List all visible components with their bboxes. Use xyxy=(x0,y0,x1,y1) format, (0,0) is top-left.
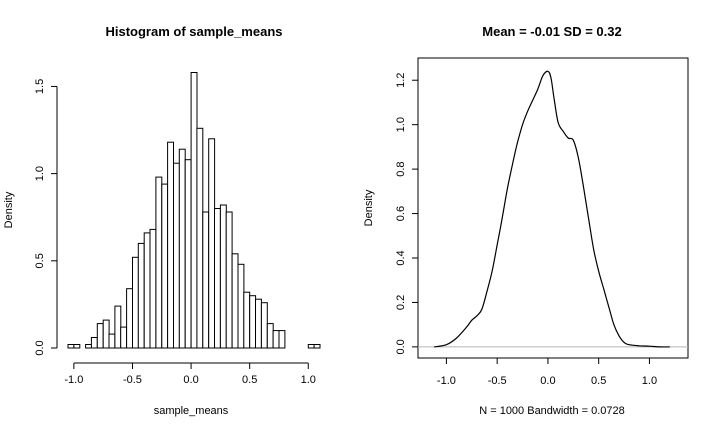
histogram-y-tick-label: 0.5 xyxy=(34,253,46,268)
density-title: Mean = -0.01 SD = 0.32 xyxy=(482,24,621,39)
histogram-y-tick-label: 0.0 xyxy=(34,340,46,355)
density-y-tick-label: 1.2 xyxy=(395,73,407,88)
density-x-tick-label: 1.0 xyxy=(642,375,657,387)
histogram-bar xyxy=(178,148,186,349)
histogram-bar xyxy=(102,319,110,349)
histogram-x-tick-label: 0.5 xyxy=(242,374,257,386)
histogram-bar xyxy=(155,176,163,349)
histogram-bar xyxy=(307,344,315,349)
density-x-tick-label: 0.0 xyxy=(540,375,555,387)
histogram-bar xyxy=(214,208,221,349)
histogram-bar xyxy=(272,330,280,349)
density-y-tick-label: 1.0 xyxy=(395,117,407,132)
density-y-tick-label: 0.4 xyxy=(395,250,407,265)
histogram-bar xyxy=(85,344,92,349)
histogram-y-tick-label: 1.5 xyxy=(34,79,46,94)
histogram-bars xyxy=(67,72,321,349)
histogram-bar xyxy=(260,302,268,349)
density-y-tick-label: 0.6 xyxy=(395,206,407,221)
density-y-tick-label: 0.2 xyxy=(395,295,407,310)
density-y-axis: 0.0 0.2 0.4 0.6 0.8 1.0 1.2 xyxy=(395,73,418,355)
histogram-bar xyxy=(196,127,204,349)
histogram-bar xyxy=(208,138,216,349)
histogram-panel: Histogram of sample_means sample_means D… xyxy=(3,24,321,417)
histogram-x-tick-label: -0.5 xyxy=(123,374,142,386)
density-x-tick-label: -0.5 xyxy=(488,375,507,387)
histogram-bar xyxy=(219,204,227,349)
density-panel: Mean = -0.01 SD = 0.32 N = 1000 Bandwidt… xyxy=(363,24,689,417)
histogram-bar xyxy=(313,344,321,349)
histogram-bar xyxy=(73,344,81,349)
histogram-bar xyxy=(202,211,210,349)
histogram-bar xyxy=(114,305,122,349)
histogram-bar xyxy=(132,256,139,349)
histogram-bar xyxy=(237,263,245,349)
histogram-bar xyxy=(161,183,169,349)
histogram-bar xyxy=(120,326,128,349)
histogram-bar xyxy=(96,323,104,349)
histogram-bar xyxy=(278,330,286,349)
histogram-bar xyxy=(90,337,98,349)
density-y-tick-label: 0.0 xyxy=(395,339,407,354)
histogram-x-tick-label: 1.0 xyxy=(301,374,316,386)
histogram-bar xyxy=(149,228,157,349)
density-curve xyxy=(434,70,670,348)
histogram-bar xyxy=(190,72,198,349)
density-x-tick-label: 0.5 xyxy=(591,375,606,387)
histogram-x-axis: -1.0 -0.5 0.0 0.5 1.0 xyxy=(64,362,316,386)
histogram-bar xyxy=(255,298,262,349)
density-x-axis: -1.0 -0.5 0.0 0.5 1.0 xyxy=(437,358,657,387)
histogram-bar xyxy=(126,288,133,349)
histogram-bar xyxy=(137,242,145,349)
histogram-bar xyxy=(184,159,192,349)
histogram-bar xyxy=(67,344,75,349)
histogram-bar xyxy=(243,291,251,349)
density-x-tick-label: -1.0 xyxy=(437,375,456,387)
histogram-bar xyxy=(266,323,274,349)
histogram-x-tick-label: -1.0 xyxy=(64,374,83,386)
density-x-axis-label: N = 1000 Bandwidth = 0.0728 xyxy=(479,405,625,417)
histogram-bar xyxy=(108,333,116,349)
histogram-x-axis-label: sample_means xyxy=(154,405,229,417)
histogram-bar xyxy=(167,141,175,349)
histogram-bar xyxy=(231,253,239,349)
histogram-bar xyxy=(225,211,233,349)
histogram-x-tick-label: 0.0 xyxy=(183,374,198,386)
histogram-y-axis: 0.0 0.5 1.0 1.5 xyxy=(34,79,58,356)
density-y-axis-label: Density xyxy=(363,189,375,226)
histogram-bar xyxy=(249,295,257,349)
histogram-title: Histogram of sample_means xyxy=(105,24,282,39)
density-plot-frame xyxy=(417,57,689,359)
density-y-tick-label: 0.8 xyxy=(395,161,407,176)
histogram-y-tick-label: 1.0 xyxy=(34,166,46,181)
histogram-y-axis-label: Density xyxy=(3,191,15,228)
histogram-bar xyxy=(173,162,180,349)
histogram-bar xyxy=(143,232,151,349)
